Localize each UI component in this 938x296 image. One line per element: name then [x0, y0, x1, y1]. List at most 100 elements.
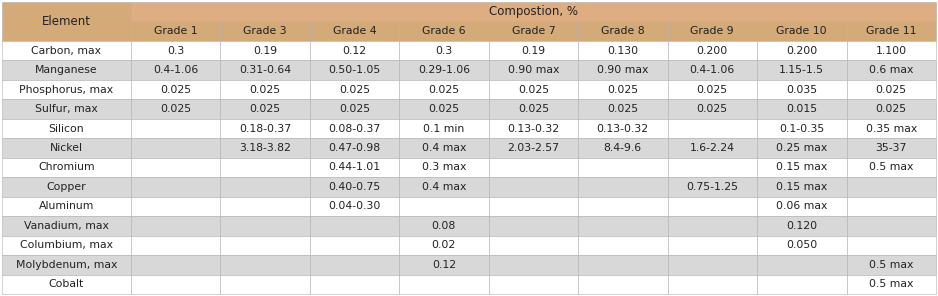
Text: 0.47-0.98: 0.47-0.98 [328, 143, 381, 153]
Text: 0.200: 0.200 [786, 46, 817, 56]
Bar [130, 119, 220, 138]
Bar [757, 60, 846, 80]
Text: Silicon: Silicon [49, 123, 84, 133]
Bar [2, 197, 130, 216]
Bar [846, 138, 936, 158]
Text: 0.4 max: 0.4 max [422, 182, 466, 192]
Bar [130, 216, 220, 236]
Text: 3.18-3.82: 3.18-3.82 [239, 143, 291, 153]
Bar [489, 80, 578, 99]
Text: 0.5 max: 0.5 max [870, 279, 914, 289]
Bar [399, 274, 489, 294]
Text: 0.04-0.30: 0.04-0.30 [328, 201, 381, 211]
Text: Grade 11: Grade 11 [866, 26, 916, 36]
Bar [489, 236, 578, 255]
Text: 0.025: 0.025 [518, 85, 549, 95]
Bar [130, 2, 936, 22]
Text: Grade 8: Grade 8 [601, 26, 644, 36]
Bar [757, 158, 846, 177]
Bar [130, 177, 220, 197]
Bar [668, 80, 757, 99]
Bar [220, 60, 310, 80]
Text: Vanadium, max: Vanadium, max [23, 221, 109, 231]
Text: 0.025: 0.025 [250, 85, 280, 95]
Bar [2, 274, 130, 294]
Text: 0.130: 0.130 [607, 46, 639, 56]
Bar [846, 236, 936, 255]
Text: 0.6 max: 0.6 max [870, 65, 914, 75]
Bar [130, 41, 220, 60]
Bar [399, 216, 489, 236]
Text: 0.035: 0.035 [786, 85, 817, 95]
Text: 0.31-0.64: 0.31-0.64 [239, 65, 291, 75]
Text: Grade 10: Grade 10 [777, 26, 827, 36]
Bar [220, 255, 310, 274]
Bar [757, 255, 846, 274]
Bar [489, 138, 578, 158]
Bar [220, 80, 310, 99]
Bar [130, 138, 220, 158]
Bar [2, 80, 130, 99]
Text: 0.1-0.35: 0.1-0.35 [779, 123, 825, 133]
Bar [757, 80, 846, 99]
Bar [578, 255, 668, 274]
Text: 0.1 min: 0.1 min [423, 123, 464, 133]
Text: 0.06 max: 0.06 max [776, 201, 827, 211]
Bar [2, 119, 130, 138]
Text: Grade 3: Grade 3 [243, 26, 287, 36]
Bar [578, 60, 668, 80]
Text: 0.19: 0.19 [253, 46, 277, 56]
Bar [220, 197, 310, 216]
Bar [846, 274, 936, 294]
Bar [399, 80, 489, 99]
Text: Cobalt: Cobalt [49, 279, 83, 289]
Bar [130, 99, 220, 119]
Bar [846, 197, 936, 216]
Bar [130, 255, 220, 274]
Text: Manganese: Manganese [35, 65, 98, 75]
Text: Grade 4: Grade 4 [333, 26, 376, 36]
Bar [310, 138, 399, 158]
Text: 0.3: 0.3 [167, 46, 184, 56]
Bar [220, 138, 310, 158]
Text: 35-37: 35-37 [875, 143, 907, 153]
Text: 0.200: 0.200 [697, 46, 728, 56]
Bar [489, 274, 578, 294]
Bar [310, 80, 399, 99]
Text: 0.25 max: 0.25 max [776, 143, 827, 153]
Text: 0.4 max: 0.4 max [422, 143, 466, 153]
Bar [668, 158, 757, 177]
Text: 0.3 max: 0.3 max [422, 163, 466, 173]
Text: 0.90 max: 0.90 max [507, 65, 559, 75]
Bar [578, 99, 668, 119]
Bar [668, 197, 757, 216]
Text: Copper: Copper [47, 182, 86, 192]
Bar [757, 216, 846, 236]
Bar [220, 236, 310, 255]
Text: Columbium, max: Columbium, max [20, 240, 113, 250]
Text: Phosphorus, max: Phosphorus, max [20, 85, 113, 95]
Text: 0.025: 0.025 [429, 85, 460, 95]
Bar [489, 99, 578, 119]
Text: Aluminum: Aluminum [38, 201, 94, 211]
Text: Molybdenum, max: Molybdenum, max [16, 260, 117, 270]
Bar [310, 177, 399, 197]
Text: Grade 1: Grade 1 [154, 26, 197, 36]
Bar [757, 99, 846, 119]
Text: 0.13-0.32: 0.13-0.32 [507, 123, 559, 133]
Bar [489, 197, 578, 216]
Text: 0.025: 0.025 [697, 104, 728, 114]
Text: 0.025: 0.025 [518, 104, 549, 114]
Text: 0.19: 0.19 [522, 46, 545, 56]
Bar [489, 22, 578, 41]
Text: 0.025: 0.025 [159, 85, 191, 95]
Text: 1.6-2.24: 1.6-2.24 [689, 143, 734, 153]
Bar [310, 60, 399, 80]
Bar [578, 22, 668, 41]
Text: 0.44-1.01: 0.44-1.01 [328, 163, 381, 173]
Text: 1.100: 1.100 [876, 46, 907, 56]
Bar [310, 216, 399, 236]
Text: 0.5 max: 0.5 max [870, 163, 914, 173]
Text: 0.025: 0.025 [429, 104, 460, 114]
Text: 0.15 max: 0.15 max [776, 163, 827, 173]
